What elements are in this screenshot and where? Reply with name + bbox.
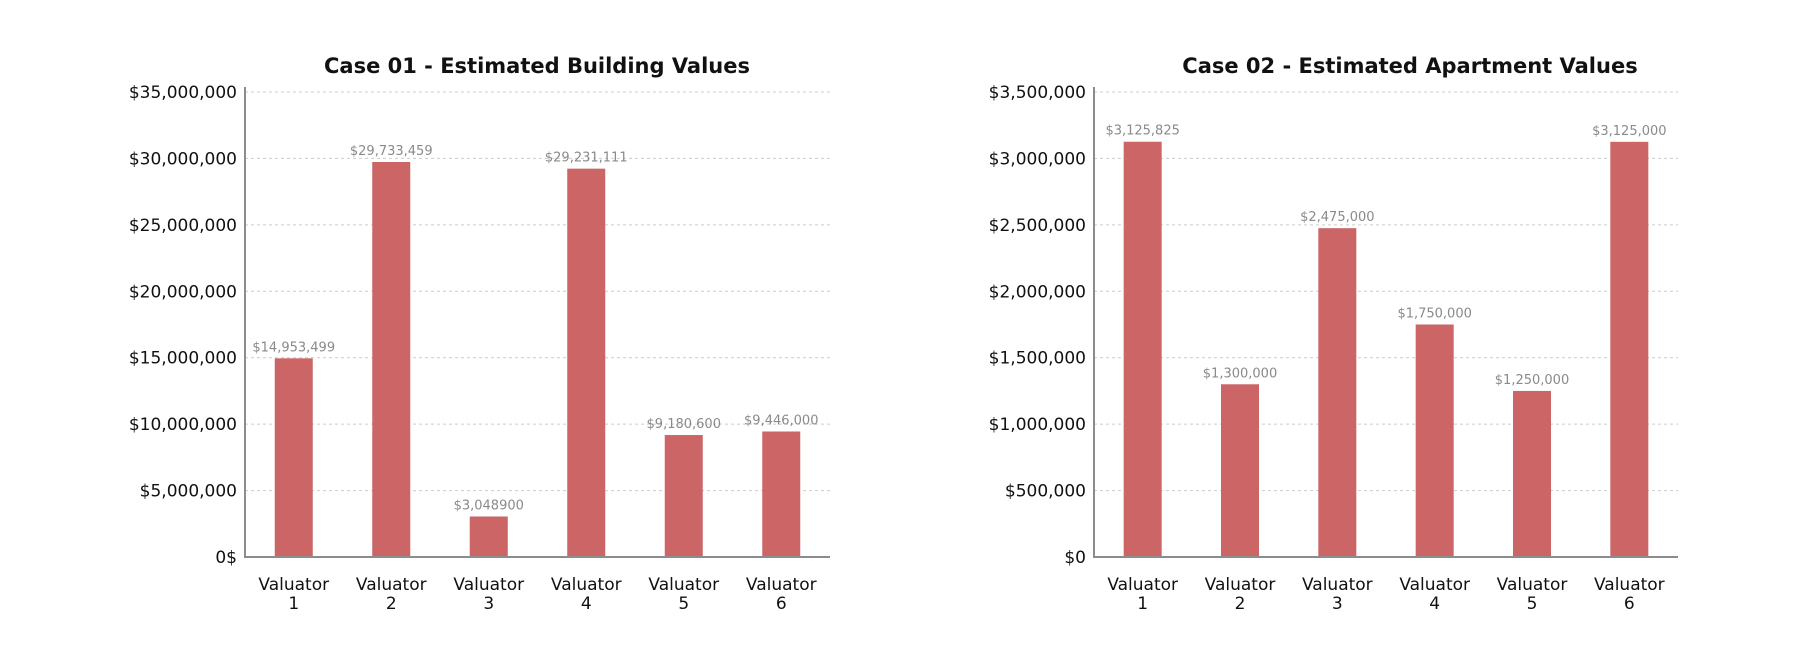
bar [762,431,801,557]
data-label: $1,300,000 [1203,366,1277,381]
bar [469,516,508,557]
data-label: $9,180,600 [647,417,721,432]
x-tick-label: Valuator 1 [1107,575,1178,614]
bar [372,161,411,557]
x-tick-label: Valuator 2 [356,575,427,614]
y-tick-label: $5,000,000 [140,482,237,502]
building-values-chart: Case 01 - Estimated Building Values 0$ $5… [129,54,830,614]
y-tick-label: $1,500,000 [989,349,1086,369]
bar [1318,228,1357,557]
apartment-values-chart: Case 02 - Estimated Apartment Values $0 $… [989,54,1678,614]
x-tick-label: Valuator 5 [1497,575,1568,614]
y-tick-label: $3,500,000 [989,83,1086,103]
y-tick-label: 0$ [215,548,237,568]
chart-title: Case 02 - Estimated Apartment Values [1182,54,1637,78]
y-tick-label: $0 [1064,548,1086,568]
data-label: $2,475,000 [1300,210,1374,225]
data-label: $3,048900 [454,498,524,513]
y-tick-label: $15,000,000 [129,349,237,369]
y-tick-label: $25,000,000 [129,216,237,236]
y-tick-label: $2,500,000 [989,216,1086,236]
y-tick-label: $1,000,000 [989,415,1086,435]
data-label: $3,125,825 [1105,124,1179,139]
bar [1610,141,1649,558]
y-tick-label: $10,000,000 [129,415,237,435]
x-tick-label: Valuator 6 [1594,575,1665,614]
bar [664,435,703,557]
y-tick-label: $30,000,000 [129,149,237,169]
bar [1415,324,1454,557]
data-label: $29,231,111 [545,151,628,166]
x-tick-label: Valuator 5 [648,575,719,614]
y-tick-label: $3,000,000 [989,149,1086,169]
chart-title: Case 01 - Estimated Building Values [324,54,750,78]
x-tick-label: Valuator 4 [1399,575,1470,614]
bar [1513,390,1551,557]
y-tick-label: $20,000,000 [129,282,237,302]
x-tick-label: Valuator 3 [1302,575,1373,614]
data-label: $1,250,000 [1495,373,1569,388]
x-tick-label: Valuator 6 [746,575,817,614]
x-tick-label: Valuator 4 [551,575,622,614]
x-tick-label: Valuator 2 [1205,575,1276,614]
data-label: $9,446,000 [744,414,818,429]
x-tick-label: Valuator 3 [453,575,524,614]
y-tick-label: $500,000 [1005,482,1086,502]
bar [274,358,313,557]
bar [1123,141,1162,557]
y-tick-label: $2,000,000 [989,282,1086,302]
x-tick-label: Valuator 1 [258,575,329,614]
y-tick-label: $35,000,000 [129,83,237,103]
bar [1221,384,1259,557]
data-label: $1,750,000 [1397,307,1471,322]
data-label: $29,733,459 [350,144,433,159]
bar [567,168,606,558]
data-label: $14,953,499 [252,340,335,355]
data-label: $3,125,000 [1592,124,1666,139]
